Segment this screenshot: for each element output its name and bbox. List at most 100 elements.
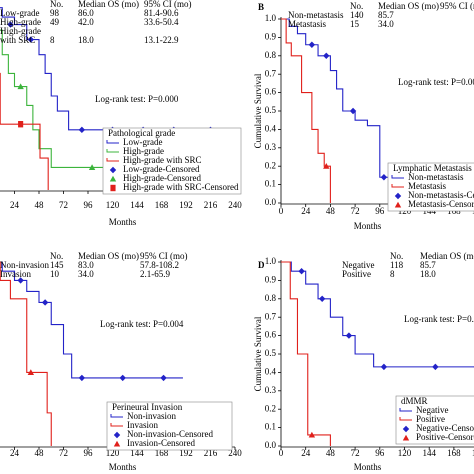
cell: 98 <box>50 8 59 18</box>
legend-label: High-grade with SRC <box>123 155 202 165</box>
header-cell: 95% CI (mo) <box>144 0 192 9</box>
legend-label: Low-grade <box>123 137 162 147</box>
cell: 145 <box>50 260 64 270</box>
header-cell: No. <box>50 0 64 9</box>
legend-swatch <box>109 175 117 182</box>
legend-swatch <box>110 423 123 427</box>
header-cell: Median OS (mo) <box>78 0 139 9</box>
legend-label: High-grade-Censored <box>123 173 201 183</box>
row: Non-metastasis 140 85.7 <box>288 11 474 20</box>
legend-title: Perineural Invasion <box>112 402 183 412</box>
legend-label: Non-metastasis-Censored <box>408 190 474 200</box>
row-label: Non-metastasis <box>288 10 344 20</box>
legend-swatch <box>110 414 123 418</box>
survival-curve <box>281 18 331 203</box>
censor-mark <box>298 268 305 275</box>
x-tick-label: 72 <box>351 448 360 458</box>
censor-mark <box>308 431 316 438</box>
legend-label: Non-metastasis <box>408 172 464 182</box>
header-cell: No. <box>390 251 404 261</box>
x-tick-label: 72 <box>351 206 360 216</box>
y-tick-label: 0.5 <box>265 105 277 115</box>
y-tick-label: 0.3 <box>265 385 277 395</box>
x-tick-label: 216 <box>204 448 218 458</box>
row-label: Negative <box>342 260 375 270</box>
legend-label: High-grade with SRC-Censored <box>123 182 239 192</box>
y-tick-label: 1.0 <box>265 13 277 23</box>
legend-label: Positive <box>416 414 445 424</box>
legend-swatch <box>106 140 119 144</box>
censor-mark <box>88 164 96 170</box>
row-label: Low-grade <box>0 8 40 18</box>
censor-mark <box>17 83 24 90</box>
legend-swatch <box>113 431 121 439</box>
row-label: High-grade <box>0 17 41 27</box>
legend-label: Negative <box>416 405 448 415</box>
legend-swatch <box>391 175 404 179</box>
x-tick-label: 168 <box>155 448 169 458</box>
y-tick-label: 0.2 <box>265 403 276 413</box>
x-tick-label: 144 <box>130 448 144 458</box>
censor-mark <box>27 36 35 43</box>
header-cell: No. <box>50 251 64 261</box>
row: Invasion 10 34.0 2.1-65.9 <box>0 270 200 279</box>
cell: 85.7 <box>378 10 394 20</box>
log-rank: Log-rank test: P=0.004 <box>100 319 184 329</box>
row-label: High-grade with SRC <box>0 26 41 45</box>
censor-mark <box>349 107 357 115</box>
header-row: No. Median OS (mo)95% CI (mo) <box>288 2 474 11</box>
legend-title: Pathological grade <box>108 128 175 138</box>
header-cell: No. <box>350 1 364 11</box>
row: Metastasis 15 34.0 <box>288 20 474 29</box>
censor-mark <box>27 369 35 375</box>
x-tick-label: 192 <box>179 448 193 458</box>
y-tick-label: 0.9 <box>265 274 277 284</box>
censor-mark <box>78 126 86 134</box>
legend-swatch <box>399 408 412 412</box>
y-tick-label: 0.2 <box>265 160 276 170</box>
legend-label: Non-invasion <box>127 411 176 421</box>
legend-label: High-grade <box>123 146 164 156</box>
censor-mark <box>7 21 14 28</box>
x-axis-label: Months <box>109 217 137 227</box>
y-tick-label: 0.3 <box>265 142 277 152</box>
survival-curve <box>0 261 183 379</box>
legend-swatch <box>110 184 116 192</box>
y-tick-label: 0.1 <box>265 422 276 432</box>
cell: 140 <box>350 10 364 20</box>
cell: 2.1-65.9 <box>140 269 170 279</box>
legend-label: Metastasis <box>408 181 446 191</box>
legend-box <box>102 127 242 195</box>
cell: 49 <box>50 17 59 27</box>
legend-swatch <box>394 201 402 208</box>
legend-swatch <box>109 166 117 174</box>
y-tick-label: 1.0 <box>265 256 277 266</box>
row: Negative 118 85.7 <box>342 261 474 270</box>
y-tick-label: 0.0 <box>265 440 277 450</box>
x-tick-label: 24 <box>301 206 311 216</box>
x-tick-label: 240 <box>228 448 242 458</box>
header-cell: Median OS (mo) <box>420 251 474 261</box>
header-row: No. Median OS (mo) 95% CI (mo) <box>0 0 204 9</box>
survival-curve <box>0 261 52 446</box>
row: Non-invasion 145 83.0 57.8-108.2 <box>0 261 200 270</box>
x-tick-label: 96 <box>375 206 385 216</box>
censor-mark <box>308 41 316 48</box>
panel-label: B <box>258 2 264 12</box>
cell: 83.0 <box>78 260 94 270</box>
y-tick-label: 0.9 <box>265 31 277 41</box>
cell: 42.0 <box>78 17 94 27</box>
survival-curve <box>281 18 474 178</box>
x-tick-label: 144 <box>130 200 144 210</box>
header-cell: Median OS (mo) <box>378 1 439 11</box>
stats-table: No. Median OS (mo) 95% CI (mo) Low-grade 98 8… <box>0 0 204 45</box>
x-tick-label: 240 <box>228 200 242 210</box>
legend-swatch <box>394 192 402 200</box>
censor-mark <box>17 277 24 284</box>
header-cell: 95% CI (mo) <box>440 1 474 11</box>
cell: 81.4-90.6 <box>144 8 179 18</box>
x-tick-label: 168 <box>155 200 169 210</box>
y-tick-label: 0.4 <box>265 123 277 133</box>
y-tick-label: 0.0 <box>265 197 277 207</box>
cell: 8 <box>50 35 55 45</box>
